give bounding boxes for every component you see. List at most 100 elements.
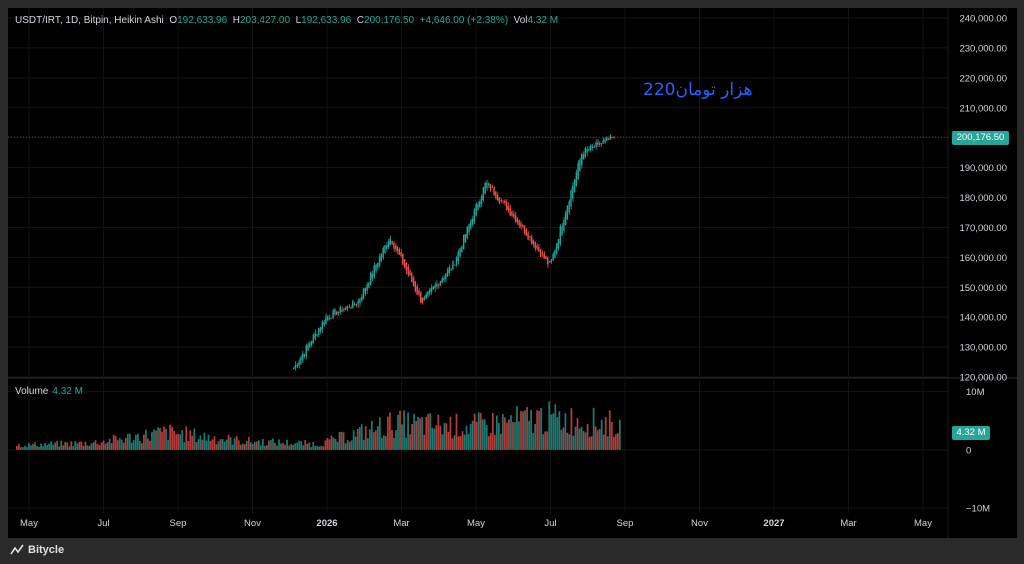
time-tick-label: May (20, 518, 38, 529)
candle-body (482, 187, 485, 201)
volume-bar (207, 434, 210, 450)
volume-bar (582, 430, 585, 450)
volume-bar (22, 447, 24, 450)
volume-bar (64, 441, 67, 450)
volume-tick-label: −10M (966, 504, 990, 515)
volume-bar (161, 431, 163, 450)
symbol-header: USDT/IRT, 1D, Bitpin, Heikin Ashi O192,6… (15, 15, 558, 26)
volume-bar (280, 443, 282, 450)
volume-bar (104, 443, 107, 450)
volume-value: 4.32 M (52, 386, 83, 397)
time-tick-label: May (914, 518, 932, 529)
volume-bar (524, 410, 526, 450)
candle-body (305, 345, 307, 356)
candle-body (294, 364, 297, 369)
candle-body (473, 209, 476, 222)
bitycle-logo-icon (10, 544, 24, 555)
volume-bar (453, 435, 456, 450)
volume-bar (368, 429, 371, 450)
volume-bar (334, 438, 337, 450)
volume-bar (429, 413, 432, 450)
volume-bar (485, 425, 488, 450)
volume-bar (38, 447, 40, 450)
volume-bar (441, 434, 444, 450)
brand-name: Bitycle (28, 544, 65, 556)
volume-bar (132, 440, 135, 450)
candle-body (516, 218, 518, 222)
volume-bar (165, 428, 167, 450)
volume-bar (286, 439, 288, 450)
volume-bar (169, 424, 171, 450)
volume-bar (483, 419, 486, 450)
volume-bar (312, 442, 315, 450)
vol-label: Vol (513, 15, 528, 26)
volume-bar (532, 433, 534, 450)
volume-bar (56, 440, 59, 450)
chart-annotation[interactable]: هزار تومان220 (643, 80, 753, 100)
candle-body (380, 254, 383, 262)
high-value: 203,427.00 (239, 15, 291, 26)
volume-bar (506, 422, 508, 450)
volume-bar (401, 424, 403, 450)
volume-bar (487, 436, 490, 450)
candle-body (428, 289, 431, 294)
volume-bar (592, 407, 595, 450)
volume-bar (370, 420, 373, 450)
volume-bar (270, 440, 272, 450)
open-label: O (169, 15, 178, 26)
volume-bar (223, 441, 226, 450)
chart-canvas[interactable]: 240,000.00 230,000.00 220,000.00 210,000.00… (8, 8, 1017, 538)
candle-body (584, 147, 586, 158)
volume-bar (245, 441, 248, 450)
candle-body (335, 311, 338, 315)
volume-bar (177, 433, 180, 450)
volume-bar (318, 446, 321, 450)
volume-bar (374, 430, 377, 450)
candle-body (352, 300, 354, 308)
volume-bar (304, 440, 307, 450)
chart-frame[interactable]: 240,000.00 230,000.00 220,000.00 210,000.00… (8, 8, 1017, 538)
volume-bar (92, 442, 95, 450)
candle-body (563, 219, 565, 231)
volume-bar (141, 443, 143, 450)
candle-body (398, 249, 400, 255)
candle-body (489, 184, 492, 191)
candle-body (520, 222, 522, 228)
candle-body (386, 245, 388, 250)
candle-body (446, 269, 449, 277)
candle-body (366, 284, 368, 291)
brand[interactable]: Bitycle (10, 544, 64, 556)
candle-body (436, 283, 438, 287)
candle-body (479, 201, 481, 207)
volume-bar (435, 425, 438, 450)
volume-bar (514, 422, 516, 450)
volume-bar (598, 428, 601, 450)
volume-bar (120, 439, 123, 450)
volume-bar (495, 415, 498, 450)
volume-bar (570, 408, 573, 450)
open-value: 192,633.96 (177, 15, 228, 26)
volume-bar (459, 436, 462, 450)
volume-bar (556, 417, 559, 450)
volume-bar (217, 441, 220, 450)
candle-body (362, 288, 365, 299)
candle-body (550, 259, 552, 262)
volume-bar (500, 433, 502, 450)
volume-bar (118, 438, 121, 450)
candle-body (496, 194, 499, 201)
price-tick-label: 230,000.00 (959, 43, 1007, 54)
volume-bar (344, 443, 347, 450)
candle-body (450, 268, 452, 270)
volume-bar (449, 416, 452, 450)
volume-bar (526, 407, 528, 450)
candle-body (391, 240, 393, 245)
volume-bar (520, 411, 522, 450)
volume-bar (445, 423, 448, 450)
volume-bar (227, 434, 230, 450)
volume-bar (213, 436, 216, 450)
candle-body (514, 215, 517, 222)
candle-body (570, 190, 572, 207)
volume-bar (465, 425, 468, 450)
volume-bar (366, 438, 369, 450)
volume-bar (151, 432, 153, 450)
